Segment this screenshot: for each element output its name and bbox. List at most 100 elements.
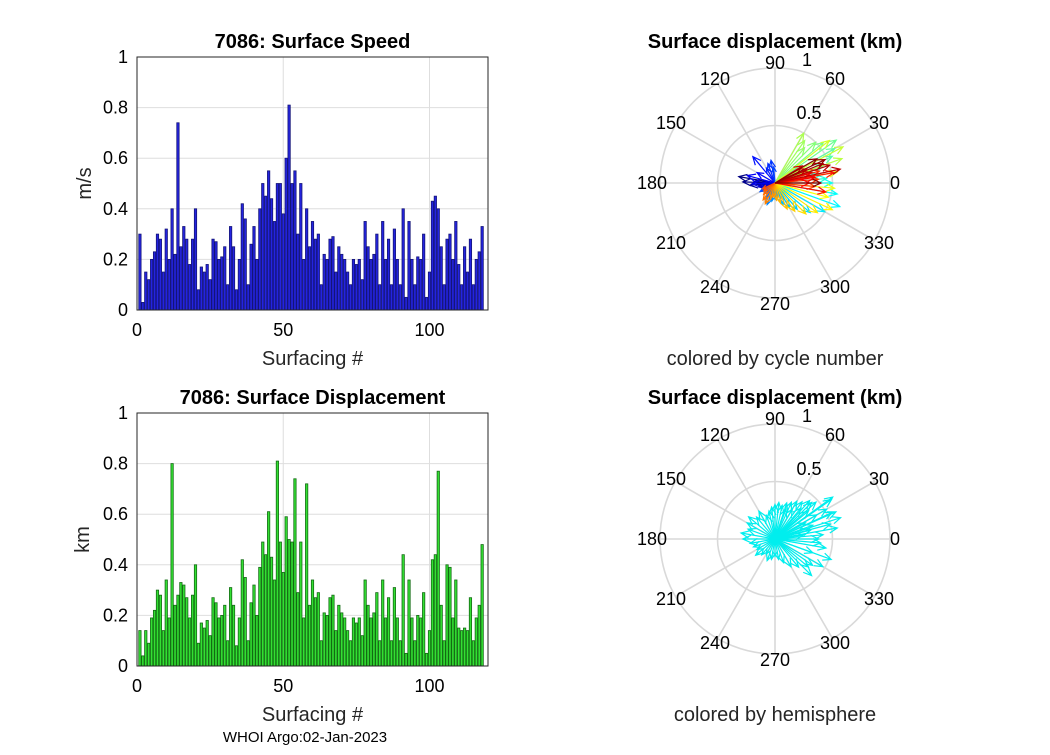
displacement-bar — [477, 604, 481, 667]
displacement-bar — [445, 564, 449, 667]
displacement-bar — [331, 594, 335, 667]
polar-cycle-radius-0.5: 0.5 — [796, 103, 821, 123]
displacement-bar — [226, 640, 230, 667]
speed-bar — [451, 258, 455, 311]
speed-bar — [471, 284, 475, 311]
displacement-bar — [264, 554, 268, 667]
polar-cycle-angle-60: 60 — [825, 69, 845, 89]
displacement-bar — [328, 597, 332, 667]
displacement-bar — [319, 640, 323, 667]
polar-cycle-angle-270: 270 — [760, 294, 790, 314]
displacement-bar — [430, 559, 434, 667]
speed-bar — [240, 203, 244, 311]
displacement-ytick-0.4: 0.4 — [103, 555, 128, 575]
displacement-axes-frame — [136, 412, 489, 667]
displacement-bar — [155, 589, 160, 667]
speed-bar — [272, 221, 277, 311]
speed-bar — [442, 284, 446, 311]
displacement-bar — [267, 511, 271, 667]
speed-bar — [381, 221, 385, 311]
speed-bar — [378, 284, 382, 311]
speed-bar — [269, 198, 274, 311]
speed-bar — [193, 208, 198, 311]
displacement-bar — [188, 617, 192, 667]
speed-bar — [348, 284, 353, 311]
polar-cycle-arrow — [774, 139, 831, 184]
speed-bar — [343, 258, 347, 311]
displacement-bar — [386, 597, 391, 667]
polar-hemisphere-arrow — [741, 534, 775, 544]
displacement-bar — [395, 617, 399, 667]
displacement-bar — [196, 642, 200, 667]
displacement-bar — [422, 592, 426, 667]
speed-bar — [299, 183, 303, 311]
polar-cycle-arrow — [761, 182, 776, 190]
displacement-bar — [468, 597, 473, 667]
speed-bar — [223, 246, 227, 311]
speed-bar — [293, 170, 297, 311]
speed-bar — [319, 284, 323, 311]
speed-bar — [185, 238, 189, 311]
speed-bar — [182, 226, 186, 311]
displacement-bar — [141, 655, 145, 667]
polar-cycle-angle-120: 120 — [700, 69, 730, 89]
polar-hemisphere-angle-60: 60 — [825, 425, 845, 445]
displacement-bar — [205, 620, 209, 667]
displacement-bar — [404, 652, 408, 667]
speed-bar — [226, 284, 230, 311]
displacement-bar — [164, 579, 168, 667]
polar-cycle-angle-240: 240 — [700, 277, 730, 297]
displacement-bar — [322, 612, 326, 667]
displacement-bar — [231, 604, 236, 667]
speed-bar — [413, 284, 417, 311]
speed-bar-chart: 7086: Surface Speed Surfacing # m/s 0 50… — [74, 31, 489, 370]
speed-bar — [275, 183, 279, 311]
polar-hemisphere-arrow — [774, 527, 813, 540]
speed-bar — [179, 246, 183, 311]
displacement-bar — [193, 564, 198, 667]
polar-cycle-arrow — [774, 139, 806, 184]
polar-cycle-arrow — [751, 155, 776, 184]
displacement-bar — [363, 579, 367, 667]
polar-cycle-arrow — [774, 182, 842, 208]
polar-hemisphere-radius-1: 1 — [802, 406, 812, 426]
speed-bar — [360, 279, 364, 311]
displacement-bar — [351, 617, 356, 667]
speed-ytick-0.4: 0.4 — [103, 199, 128, 219]
speed-bar — [249, 243, 253, 311]
speed-xtick-50: 50 — [273, 320, 293, 340]
displacement-bar — [451, 617, 455, 667]
speed-bar — [395, 258, 399, 311]
speed-bar — [410, 258, 414, 311]
displacement-bar — [144, 630, 148, 667]
speed-ylabel: m/s — [74, 167, 96, 199]
speed-bar — [220, 256, 224, 311]
polar-cycle-spoke — [716, 83, 776, 184]
displacement-bar — [480, 544, 484, 667]
displacement-bar — [465, 630, 470, 667]
speed-bar — [229, 226, 233, 311]
displacement-bar — [340, 612, 344, 667]
speed-bar — [416, 256, 420, 311]
speed-bar — [325, 258, 329, 311]
polar-cycle-spoke — [675, 182, 776, 242]
speed-bar — [217, 258, 221, 311]
displacement-bar — [457, 627, 461, 667]
polar-hemisphere-angle-330: 330 — [864, 589, 894, 609]
speed-bar — [419, 258, 423, 311]
polar-cycle-angle-330: 330 — [864, 233, 894, 253]
polar-hemisphere-arrow — [774, 509, 810, 540]
speed-bar — [237, 258, 241, 311]
displacement-bar — [150, 617, 154, 667]
polar-hemisphere-arrow — [774, 507, 788, 540]
speed-bar — [460, 284, 464, 311]
displacement-bar — [463, 627, 467, 667]
displacement-bar — [199, 622, 203, 667]
displacement-bar — [299, 541, 303, 667]
speed-bar — [264, 195, 268, 311]
polar-hemisphere-arrow — [747, 515, 776, 540]
speed-bar — [331, 236, 335, 311]
polar-cycle-arrow — [745, 173, 776, 184]
speed-bar — [267, 170, 271, 311]
polar-hemisphere-arrow — [774, 507, 802, 540]
